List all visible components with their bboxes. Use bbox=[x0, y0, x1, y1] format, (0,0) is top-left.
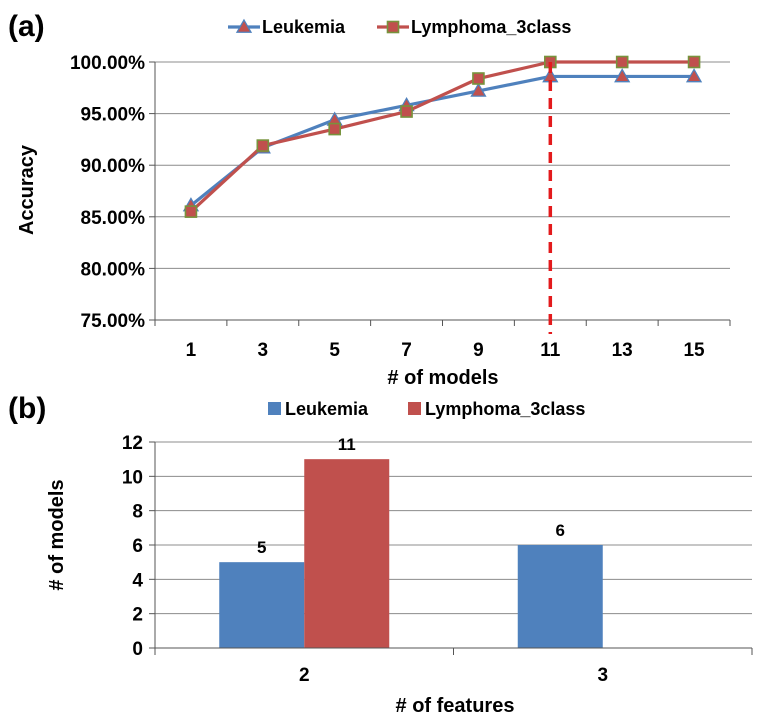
chart-a-gridlines bbox=[155, 61, 730, 269]
chart-a-x-tick-label: 5 bbox=[329, 340, 340, 361]
chart-b-legend-label: Leukemia bbox=[285, 399, 369, 419]
chart-a-x-axis-title: # of models bbox=[387, 367, 498, 389]
chart-a-x-tick-labels: 1 3 5 7 9 11 13 15 bbox=[186, 340, 705, 361]
chart-b-axes bbox=[149, 441, 753, 655]
chart-b-legend-label: Lymphoma_3class bbox=[425, 399, 585, 419]
chart-b-y-axis-title: # of models bbox=[46, 479, 68, 590]
chart-b-x-tick-label: 3 bbox=[597, 665, 608, 686]
chart-a: (a) 75.00% 80.00% 85.00% 90.00% 95.00% 100.00… bbox=[8, 10, 731, 389]
chart-a-data-point bbox=[400, 105, 413, 118]
chart-a-y-tick-label: 80.00% bbox=[81, 259, 146, 280]
panel-b-label: (b) bbox=[8, 392, 46, 425]
chart-a-legend-marker bbox=[235, 18, 253, 33]
chart-b-y-tick-label: 12 bbox=[122, 433, 143, 454]
chart-a-y-axis-title: Accuracy bbox=[16, 144, 38, 235]
chart-b-bar bbox=[219, 562, 305, 648]
chart-b-y-tick-label: 6 bbox=[132, 536, 143, 557]
chart-b-legend: Leukemia Lymphoma_3class bbox=[268, 399, 585, 419]
chart-a-axes bbox=[149, 61, 731, 326]
chart-a-legend-marker bbox=[386, 20, 400, 34]
panel-a-label: (a) bbox=[8, 10, 45, 43]
chart-a-data-point bbox=[615, 55, 629, 69]
chart-a-data-point bbox=[472, 72, 485, 85]
chart-b-legend-item: Lymphoma_3class bbox=[408, 399, 585, 419]
chart-a-y-tick-label: 100.00% bbox=[70, 53, 145, 74]
chart-a-y-tick-label: 95.00% bbox=[81, 105, 146, 126]
chart-a-y-tick-label: 90.00% bbox=[81, 156, 146, 177]
chart-b-data-label: 6 bbox=[556, 521, 565, 540]
chart-b-data-label: 5 bbox=[257, 538, 266, 557]
chart-a-data-point bbox=[687, 55, 701, 69]
chart-b-y-tick-label: 0 bbox=[132, 639, 143, 660]
chart-b-y-tick-label: 4 bbox=[132, 570, 143, 591]
chart-a-y-tick-label: 85.00% bbox=[81, 208, 146, 229]
chart-a-data-point bbox=[256, 139, 270, 152]
chart-b-data-labels: 5 11 6 bbox=[257, 435, 565, 557]
chart-a-legend-label: Leukemia bbox=[262, 17, 346, 37]
chart-a-legend-item: Lymphoma_3class bbox=[377, 17, 571, 37]
chart-a-legend-item: Leukemia bbox=[228, 17, 346, 37]
chart-b-legend-item: Leukemia bbox=[268, 399, 369, 419]
chart-b-x-tick-label: 2 bbox=[299, 665, 310, 686]
chart-a-data-point bbox=[685, 68, 703, 83]
chart-b-bar bbox=[517, 545, 603, 648]
chart-a-data-point bbox=[184, 205, 198, 218]
chart-a-series bbox=[182, 55, 703, 218]
chart-b-y-tick-label: 10 bbox=[122, 467, 143, 488]
chart-a-x-tick-label: 7 bbox=[401, 340, 412, 361]
chart-a-x-tick-label: 11 bbox=[540, 340, 561, 361]
chart-a-y-tick-label: 75.00% bbox=[81, 311, 146, 332]
chart-b-y-tick-labels: 0 2 4 6 8 10 12 bbox=[122, 433, 144, 660]
chart-b-x-axis-title: # of features bbox=[396, 695, 515, 715]
chart-a-legend-label: Lymphoma_3class bbox=[411, 17, 571, 37]
chart-a-x-tick-label: 15 bbox=[683, 340, 705, 361]
chart-a-x-tick-label: 13 bbox=[612, 340, 633, 361]
chart-a-data-point bbox=[614, 68, 631, 83]
chart-a-series-lymphoma-3class bbox=[184, 55, 701, 218]
chart-a-legend: Leukemia Lymphoma_3class bbox=[228, 17, 571, 37]
chart-b-bars bbox=[219, 459, 603, 648]
chart-a-data-point bbox=[328, 122, 341, 136]
chart-b-bar bbox=[304, 459, 390, 648]
chart-a-series-line bbox=[189, 60, 695, 213]
chart-b-y-tick-label: 8 bbox=[132, 502, 143, 523]
chart-a-y-tick-labels: 75.00% 80.00% 85.00% 90.00% 95.00% 100.00% bbox=[70, 53, 145, 332]
chart-a-x-tick-label: 9 bbox=[473, 340, 484, 361]
chart-a-x-tick-label: 3 bbox=[258, 340, 269, 361]
chart-a-x-tick-label: 1 bbox=[186, 340, 197, 361]
chart-b-data-label: 11 bbox=[338, 435, 356, 454]
chart-b-legend-swatch bbox=[268, 402, 281, 415]
chart-b-legend-swatch bbox=[408, 402, 421, 415]
chart-a-data-point bbox=[470, 82, 487, 97]
chart-b-y-tick-label: 2 bbox=[132, 605, 143, 626]
